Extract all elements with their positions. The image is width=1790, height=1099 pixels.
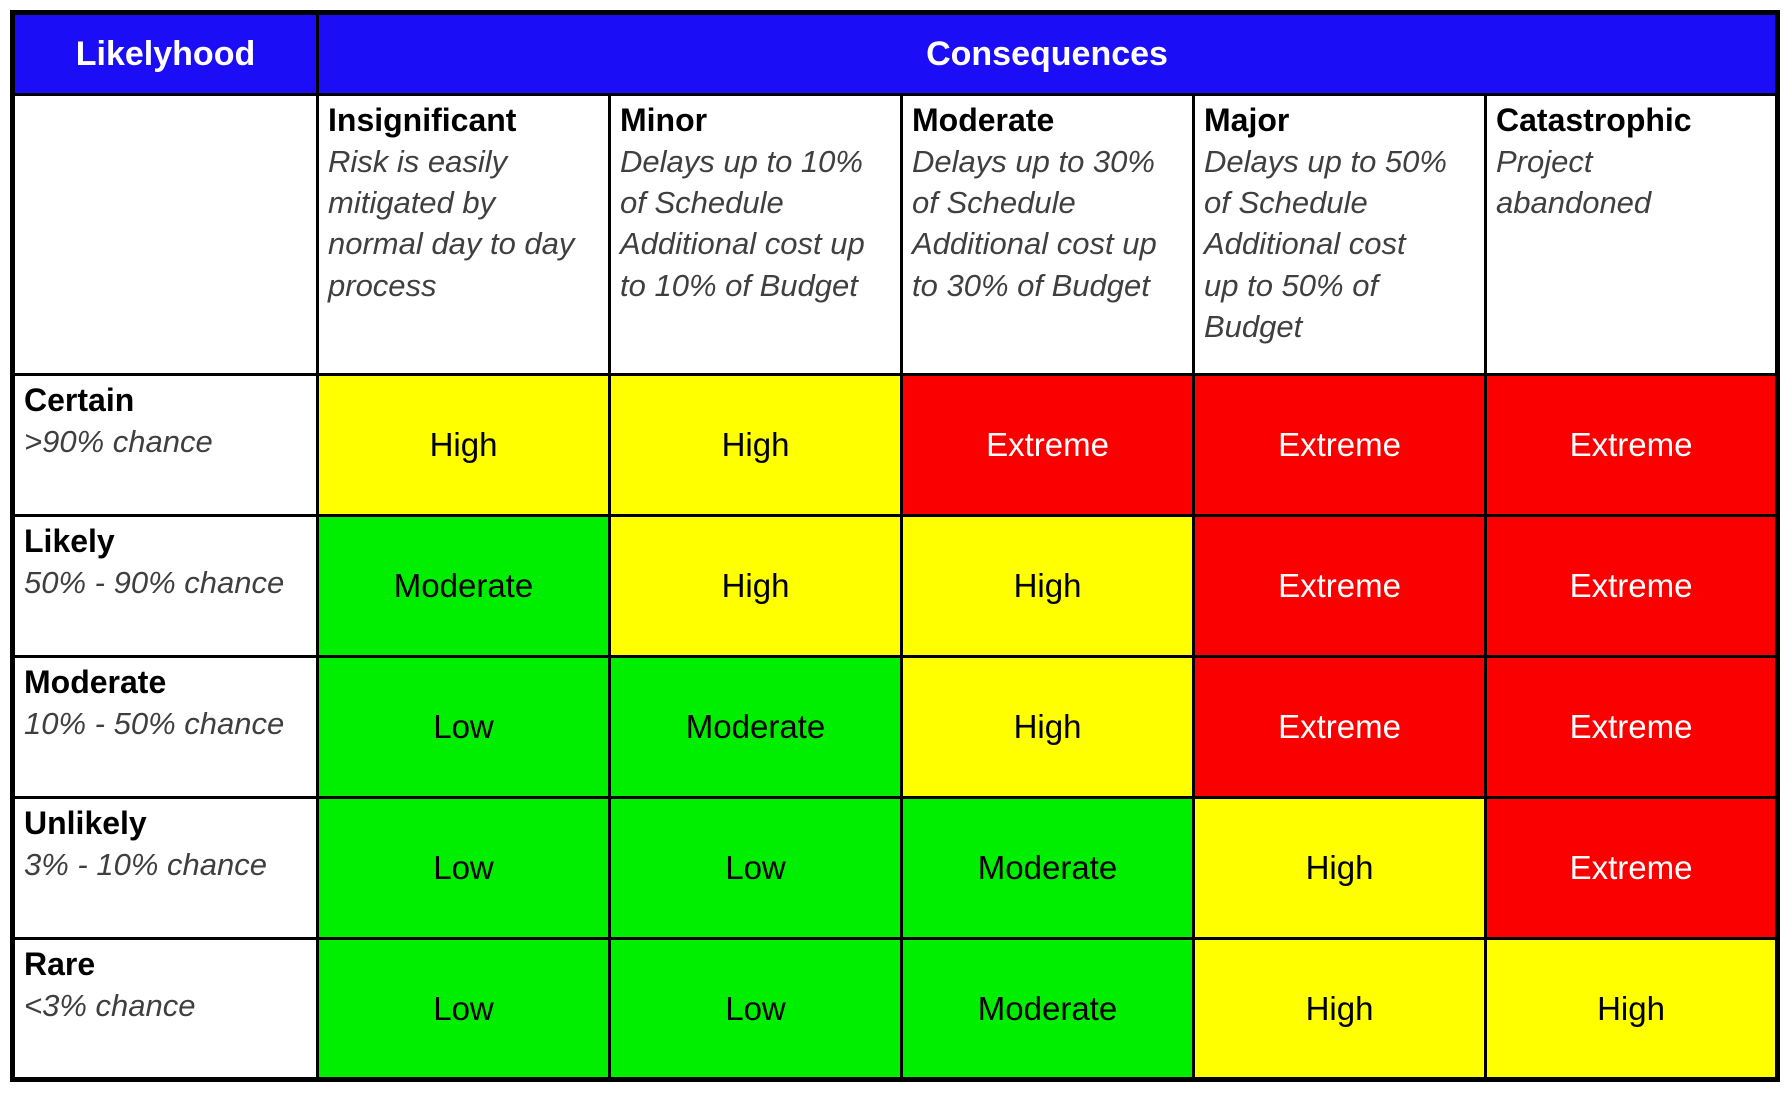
risk-cell: Extreme [900,373,1195,517]
risk-cell: Low [316,937,611,1081]
likelihood-row-label: Likely 50% - 90% chance [11,514,319,658]
row-title: Likely [24,523,115,559]
column-description: Delays up to 30% of Schedule Additional … [912,143,1157,303]
row-title: Unlikely [24,805,147,841]
row-description: 10% - 50% chance [24,705,285,741]
likelihood-row-label: Moderate 10% - 50% chance [11,655,319,799]
column-header-catastrophic: Catastrophic Project abandoned [1483,93,1780,376]
column-header-major: Major Delays up to 50% of Schedule Addit… [1192,93,1487,376]
risk-cell: Low [608,937,903,1081]
risk-cell: High [900,514,1195,658]
risk-cell: Low [608,796,903,940]
column-header-row: Insignificant Risk is easily mitigated b… [11,93,1780,376]
risk-cell: Moderate [900,937,1195,1081]
risk-matrix-table: Likelyhood Consequences Insignificant Ri… [10,10,1781,1082]
column-title: Catastrophic [1496,102,1692,138]
matrix-row-moderate: Moderate 10% - 50% chance Low Moderate H… [11,655,1780,799]
risk-cell: Moderate [900,796,1195,940]
risk-cell: High [1483,937,1780,1081]
row-description: 50% - 90% chance [24,564,285,600]
risk-cell: Extreme [1483,373,1780,517]
risk-cell: Low [316,796,611,940]
column-title: Insignificant [328,102,517,138]
risk-cell: High [1192,937,1487,1081]
row-description: >90% chance [24,423,213,459]
risk-cell: Extreme [1192,514,1487,658]
consequences-header-cell: Consequences [315,11,1780,96]
matrix-row-rare: Rare <3% chance Low Low Moderate High Hi… [11,937,1780,1081]
title-row: Likelyhood Consequences [11,11,1780,96]
column-title: Minor [620,102,708,138]
risk-cell: Extreme [1483,655,1780,799]
likelihood-header-cell: Likelyhood [11,11,319,96]
risk-cell: Extreme [1192,655,1487,799]
risk-cell: Low [316,655,611,799]
risk-cell: Extreme [1192,373,1487,517]
likelihood-row-label: Certain >90% chance [11,373,319,517]
likelihood-row-label: Unlikely 3% - 10% chance [11,796,319,940]
risk-cell: Moderate [316,514,611,658]
risk-cell: Extreme [1483,796,1780,940]
matrix-row-certain: Certain >90% chance High High Extreme Ex… [11,373,1780,517]
row-title: Rare [24,946,96,982]
row-title: Certain [24,382,135,418]
risk-cell: High [608,514,903,658]
row-description: 3% - 10% chance [24,846,267,882]
likelihood-row-label: Rare <3% chance [11,937,319,1081]
row-title: Moderate [24,664,167,700]
matrix-row-likely: Likely 50% - 90% chance Moderate High Hi… [11,514,1780,658]
column-header-minor: Minor Delays up to 10% of Schedule Addit… [608,93,903,376]
risk-cell: Moderate [608,655,903,799]
column-description: Project abandoned [1496,143,1652,221]
column-description: Delays up to 50% of Schedule Additional … [1204,143,1447,344]
risk-cell: High [608,373,903,517]
column-title: Major [1204,102,1290,138]
column-description: Delays up to 10% of Schedule Additional … [620,143,865,303]
risk-cell: High [316,373,611,517]
risk-cell: High [1192,796,1487,940]
row-description: <3% chance [24,987,196,1023]
column-header-insignificant: Insignificant Risk is easily mitigated b… [316,93,611,376]
column-header-moderate: Moderate Delays up to 30% of Schedule Ad… [900,93,1195,376]
empty-corner-cell [11,93,319,376]
risk-cell: High [900,655,1195,799]
column-description: Risk is easily mitigated by normal day t… [328,143,575,303]
matrix-row-unlikely: Unlikely 3% - 10% chance Low Low Moderat… [11,796,1780,940]
risk-cell: Extreme [1483,514,1780,658]
column-title: Moderate [912,102,1055,138]
